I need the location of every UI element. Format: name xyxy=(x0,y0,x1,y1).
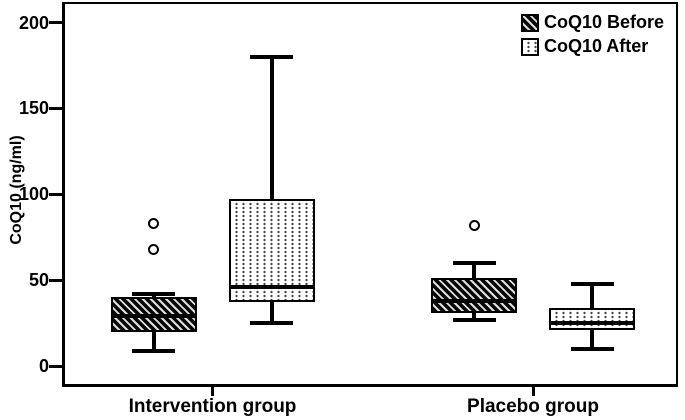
box-coq10-before-placebo xyxy=(431,278,517,313)
x-category-label: Placebo group xyxy=(467,396,599,417)
median-line xyxy=(431,298,517,303)
whisker-cap-max xyxy=(250,54,293,59)
legend-row: CoQ10 After xyxy=(520,36,664,57)
y-tick-label: 0 xyxy=(38,356,49,376)
y-tick-label: 100 xyxy=(18,184,49,205)
whisker-stem xyxy=(269,56,274,324)
whisker-cap-max xyxy=(452,260,496,265)
whisker-cap-max xyxy=(570,281,614,286)
median-line xyxy=(110,314,197,319)
y-tick-label: 200 xyxy=(18,12,49,33)
legend-row: CoQ10 Before xyxy=(520,12,664,33)
outlier-point xyxy=(148,243,159,255)
legend: CoQ10 Before CoQ10 After xyxy=(520,12,664,60)
plot-area: CoQ10 Before CoQ10 After xyxy=(62,2,678,387)
legend-label: CoQ10 Before xyxy=(543,12,664,32)
y-tick-mark xyxy=(49,278,62,282)
y-tick-label: 50 xyxy=(28,270,49,291)
dotted-swatch-icon xyxy=(520,37,539,56)
y-tick-mark xyxy=(49,364,62,368)
whisker-cap-min xyxy=(250,321,293,326)
outlier-point xyxy=(148,217,159,229)
whisker-cap-min xyxy=(132,348,175,353)
y-tick-mark xyxy=(49,192,62,196)
x-tick-mark xyxy=(211,387,214,396)
whisker-cap-min xyxy=(570,346,614,351)
y-tick-mark xyxy=(49,21,62,24)
hatch-swatch-icon xyxy=(520,13,539,32)
median-line xyxy=(228,284,315,289)
y-tick-label: 150 xyxy=(18,98,49,119)
median-line xyxy=(549,321,635,326)
whisker-cap-min xyxy=(452,317,496,322)
outlier-point xyxy=(468,219,480,231)
legend-label: CoQ10 After xyxy=(543,36,649,56)
whisker-cap-max xyxy=(132,291,175,296)
x-category-label: Intervention group xyxy=(128,396,297,417)
x-tick-mark xyxy=(531,387,535,396)
y-tick-mark xyxy=(49,106,62,110)
box-coq10-after-placebo xyxy=(549,307,635,330)
